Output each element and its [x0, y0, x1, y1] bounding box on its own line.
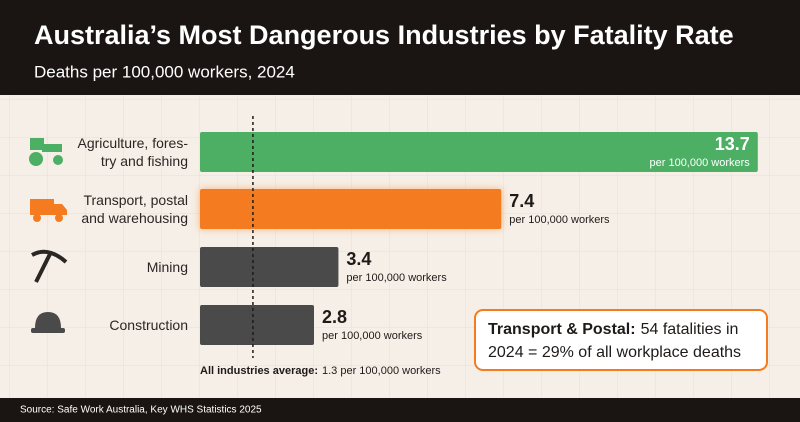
callout-text: 2024 = 29% of all workplace deaths	[488, 344, 741, 361]
value-label: 13.7	[715, 134, 750, 154]
source: Source: Safe Work Australia, Key WHS Sta…	[20, 405, 262, 416]
callout-line: Transport & Postal: 54 fatalities in	[488, 321, 738, 338]
category-label: Construction	[109, 317, 188, 333]
bar	[200, 132, 758, 172]
category-label: Transport, postal and warehousing	[81, 192, 188, 226]
unit-label: per 100,000 workers	[650, 157, 751, 169]
header-band	[0, 0, 800, 95]
tractor-icon	[29, 138, 63, 166]
unit-label: per 100,000 workers	[322, 330, 423, 342]
category-label: Mining	[146, 259, 188, 275]
average-label: All industries average: 1.3 per 100,000 w…	[200, 365, 441, 377]
callout-text: 54 fatalities in	[641, 321, 739, 338]
unit-label: per 100,000 workers	[509, 214, 610, 226]
chart-subtitle: Deaths per 100,000 workers, 2024	[34, 62, 295, 81]
footer-band	[0, 398, 800, 422]
pickaxe-icon	[31, 249, 68, 283]
category-label: Agriculture, fores- try and fishing	[77, 135, 188, 169]
average-title: All industries average:	[200, 365, 318, 377]
bar	[200, 189, 502, 229]
value-label: 7.4	[509, 191, 534, 211]
hardhat-icon	[31, 312, 65, 333]
callout-box	[474, 309, 768, 371]
value-label: 3.4	[346, 249, 371, 269]
average-value: 1.3 per 100,000 workers	[322, 365, 441, 377]
bar	[200, 247, 339, 287]
value-label: 2.8	[322, 307, 347, 327]
truck-icon	[30, 199, 67, 222]
chart-title: Australia’s Most Dangerous Industries by…	[34, 20, 734, 50]
bar	[200, 305, 314, 345]
unit-label: per 100,000 workers	[346, 272, 447, 284]
callout-title: Transport & Postal:	[488, 321, 636, 338]
